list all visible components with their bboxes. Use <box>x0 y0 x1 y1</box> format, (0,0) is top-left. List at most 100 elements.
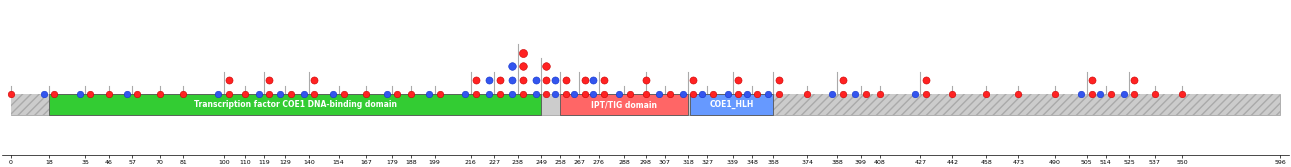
Point <box>80 93 101 95</box>
Point <box>0 93 21 95</box>
Point <box>34 93 54 95</box>
Point <box>270 93 290 95</box>
Point <box>833 79 853 81</box>
Point <box>513 65 533 68</box>
Point <box>821 93 842 95</box>
Point <box>466 79 487 81</box>
Point <box>915 79 936 81</box>
Point <box>1082 93 1103 95</box>
Point <box>1113 93 1133 95</box>
Point <box>303 93 324 95</box>
Point <box>768 79 789 81</box>
Point <box>456 93 476 95</box>
Point <box>489 79 510 81</box>
Point <box>218 93 239 95</box>
Point <box>513 93 533 95</box>
Bar <box>10 94 1281 115</box>
Point <box>489 93 510 95</box>
Point <box>736 93 757 95</box>
Point <box>856 93 877 95</box>
Point <box>98 93 119 95</box>
Text: COE1_HLH: COE1_HLH <box>710 100 754 109</box>
Point <box>594 93 615 95</box>
Point <box>356 93 377 95</box>
Bar <box>773 94 1281 115</box>
Text: Transcription factor COE1 DNA-binding domain: Transcription factor COE1 DNA-binding do… <box>194 100 396 109</box>
Point <box>333 93 354 95</box>
Point <box>259 93 280 95</box>
Point <box>173 93 194 95</box>
Point <box>400 93 421 95</box>
Point <box>797 93 817 95</box>
Point <box>70 93 90 95</box>
Point <box>747 93 768 95</box>
Point <box>915 93 936 95</box>
Point <box>574 79 595 81</box>
Point <box>1124 93 1145 95</box>
Point <box>728 93 749 95</box>
Bar <box>560 94 688 115</box>
Point <box>1124 79 1145 81</box>
Point <box>248 93 269 95</box>
Point <box>525 79 546 81</box>
Point <box>150 93 170 95</box>
Point <box>525 93 546 95</box>
Point <box>905 93 926 95</box>
Point <box>564 93 585 95</box>
Point <box>1008 93 1029 95</box>
Point <box>430 93 451 95</box>
Point <box>942 93 963 95</box>
Point <box>608 93 629 95</box>
Point <box>545 79 565 81</box>
Point <box>466 93 487 95</box>
Point <box>1044 93 1065 95</box>
Point <box>479 79 500 81</box>
Point <box>502 79 523 81</box>
Point <box>702 93 723 95</box>
Bar <box>49 94 541 115</box>
Point <box>1082 79 1103 81</box>
Point <box>235 93 256 95</box>
Point <box>218 79 239 81</box>
Point <box>1144 93 1164 95</box>
Bar <box>10 94 49 115</box>
Point <box>44 93 65 95</box>
Point <box>259 79 280 81</box>
Point <box>584 93 604 95</box>
Point <box>502 65 523 68</box>
Point <box>513 51 533 54</box>
Point <box>660 93 680 95</box>
Point <box>536 93 556 95</box>
Point <box>673 93 693 95</box>
Point <box>323 93 343 95</box>
Point <box>127 93 147 95</box>
Point <box>635 79 656 81</box>
Point <box>1070 93 1091 95</box>
Point <box>387 93 408 95</box>
Point <box>976 93 997 95</box>
Point <box>116 93 137 95</box>
Point <box>513 79 533 81</box>
Point <box>584 79 604 81</box>
Point <box>1090 93 1110 95</box>
Point <box>758 93 778 95</box>
Point <box>418 93 439 95</box>
Point <box>555 93 576 95</box>
Point <box>280 93 301 95</box>
Point <box>502 93 523 95</box>
Point <box>545 93 565 95</box>
Point <box>683 79 704 81</box>
Point <box>479 93 500 95</box>
Point <box>536 79 556 81</box>
Point <box>649 93 670 95</box>
Bar <box>10 94 49 115</box>
Point <box>376 93 396 95</box>
Point <box>768 93 789 95</box>
Point <box>1101 93 1122 95</box>
Point <box>594 79 615 81</box>
Point <box>870 93 891 95</box>
Point <box>635 93 656 95</box>
Point <box>692 93 713 95</box>
Point <box>303 79 324 81</box>
Point <box>1172 93 1193 95</box>
